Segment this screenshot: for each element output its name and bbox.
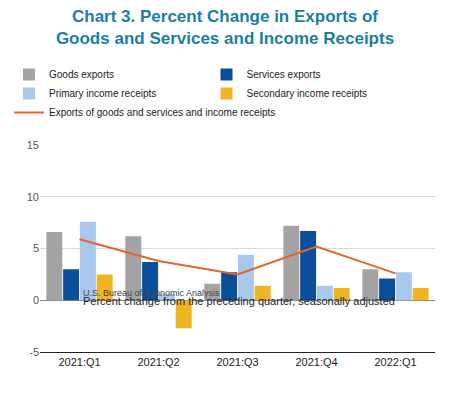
- svg-text:Primary income receipts: Primary income receipts: [49, 88, 156, 99]
- svg-text:-5: -5: [29, 346, 39, 358]
- svg-text:Exports of goods and services: Exports of goods and services and income…: [49, 107, 275, 118]
- svg-text:Goods exports: Goods exports: [49, 69, 114, 80]
- svg-text:2021:Q2: 2021:Q2: [137, 356, 179, 368]
- svg-text:2021:Q3: 2021:Q3: [216, 356, 258, 368]
- svg-text:10: 10: [27, 191, 39, 203]
- svg-text:2021:Q4: 2021:Q4: [295, 356, 337, 368]
- svg-text:Chart 3. Percent Change in Exp: Chart 3. Percent Change in Exports ofGoo…: [56, 7, 394, 48]
- svg-text:5: 5: [33, 242, 39, 254]
- svg-text:Services exports: Services exports: [247, 69, 321, 80]
- svg-text:2021:Q1: 2021:Q1: [58, 356, 100, 368]
- svg-text:Secondary income receipts: Secondary income receipts: [247, 88, 368, 99]
- svg-text:0: 0: [33, 294, 39, 306]
- svg-text:U.S. Bureau of Economic Analys: U.S. Bureau of Economic Analysis: [83, 288, 220, 298]
- svg-text:2022:Q1: 2022:Q1: [374, 356, 416, 368]
- svg-text:Percent change from the preced: Percent change from the preceding quarte…: [83, 295, 395, 307]
- svg-text:15: 15: [27, 139, 39, 151]
